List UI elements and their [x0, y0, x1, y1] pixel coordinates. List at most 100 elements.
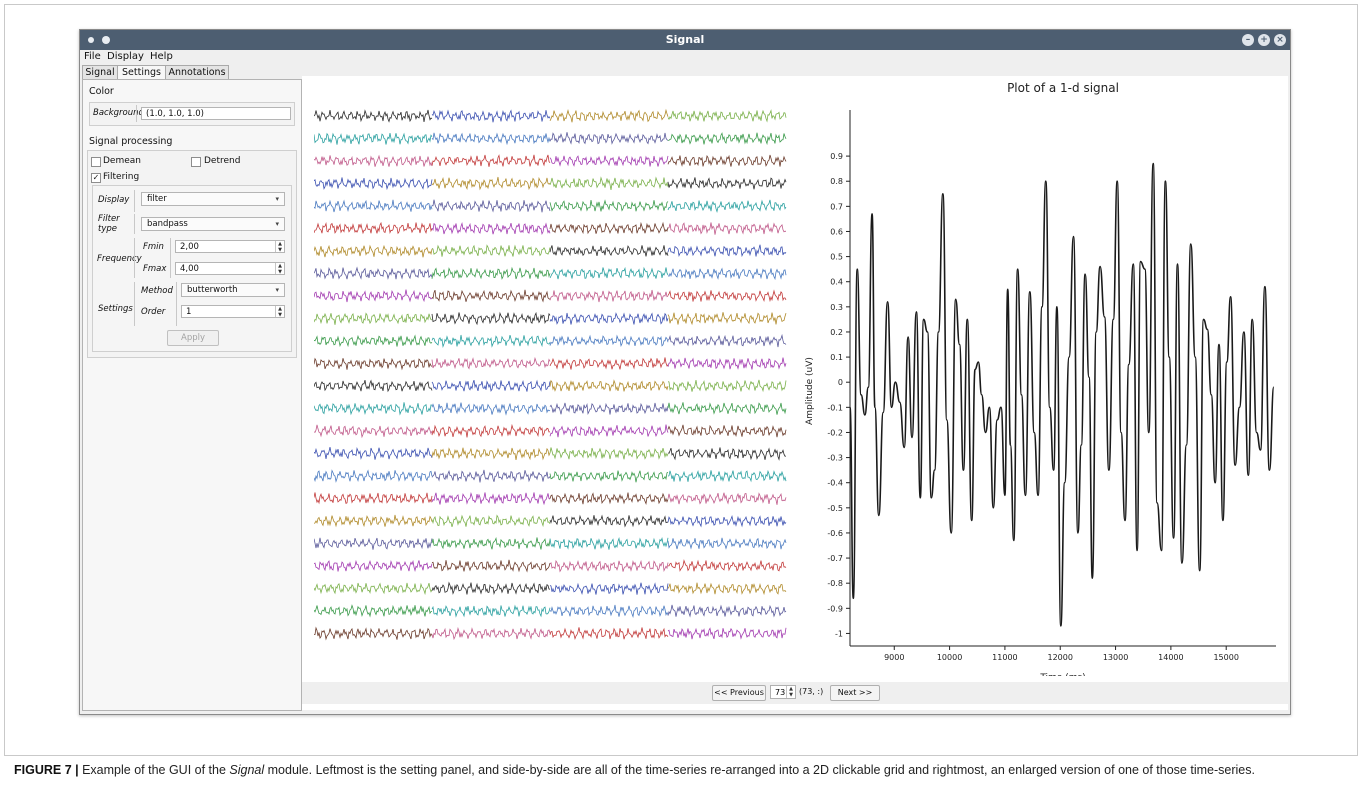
grid-cell-series[interactable] — [667, 492, 787, 505]
grid-cell-series[interactable] — [549, 199, 669, 212]
grid-cell-series[interactable] — [431, 559, 551, 573]
grid-cell-series[interactable] — [667, 333, 787, 348]
grid-cell-series[interactable] — [314, 312, 433, 325]
method-select[interactable]: butterworth ▾ — [181, 283, 285, 297]
grid-cell-series[interactable] — [314, 626, 433, 641]
grid-cell-series[interactable] — [549, 312, 669, 325]
maximize-icon[interactable]: + — [1258, 34, 1270, 46]
next-button[interactable]: Next >> — [830, 685, 880, 701]
grid-cell-series[interactable] — [431, 626, 551, 641]
grid-cell-series[interactable] — [431, 266, 551, 280]
grid-cell-series[interactable] — [549, 514, 669, 528]
grid-cell-series[interactable] — [314, 446, 433, 460]
grid-cell-series[interactable] — [549, 492, 669, 506]
grid-cell-series[interactable] — [314, 334, 433, 348]
grid-cell-series[interactable] — [667, 379, 787, 393]
grid-cell-series[interactable] — [431, 289, 551, 303]
grid-cell-series[interactable] — [431, 447, 551, 461]
filtering-checkbox[interactable]: ✓ — [91, 173, 101, 183]
grid-cell-series[interactable] — [314, 537, 433, 550]
grid-cell-series[interactable] — [667, 244, 787, 258]
order-input[interactable]: 1 ▲ ▼ — [181, 305, 285, 318]
grid-cell-series[interactable] — [314, 266, 433, 280]
window-menu-dot-icon[interactable] — [88, 37, 94, 43]
spin-arrows-icon[interactable]: ▲ ▼ — [275, 263, 284, 275]
fmin-input[interactable]: 2,00 ▲ ▼ — [175, 240, 285, 253]
detrend-checkbox[interactable] — [191, 157, 201, 167]
grid-cell-series[interactable] — [549, 357, 669, 370]
menu-file[interactable]: File — [84, 51, 101, 62]
grid-cell-series[interactable] — [431, 536, 551, 550]
grid-cell-series[interactable] — [549, 289, 669, 303]
fmax-input[interactable]: 4,00 ▲ ▼ — [175, 262, 285, 275]
grid-cell-series[interactable] — [549, 424, 669, 438]
window-pin-icon[interactable] — [102, 36, 110, 44]
grid-cell-series[interactable] — [431, 199, 551, 213]
grid-cell-series[interactable] — [431, 379, 551, 392]
grid-cell-series[interactable] — [314, 109, 433, 123]
grid-cell-series[interactable] — [667, 132, 787, 146]
menu-display[interactable]: Display — [107, 51, 144, 62]
minimize-icon[interactable]: – — [1242, 34, 1254, 46]
grid-cell-series[interactable] — [431, 356, 551, 370]
grid-cell-series[interactable] — [549, 582, 669, 595]
grid-cell-series[interactable] — [314, 244, 433, 258]
tab-annotations[interactable]: Annotations — [165, 65, 229, 79]
grid-cell-series[interactable] — [431, 244, 551, 257]
grid-cell-series[interactable] — [549, 470, 669, 483]
grid-cell-series[interactable] — [314, 289, 433, 303]
grid-cell-series[interactable] — [549, 221, 669, 235]
grid-cell-series[interactable] — [314, 357, 433, 371]
grid-cell-series[interactable] — [667, 154, 787, 167]
grid-cell-series[interactable] — [314, 604, 433, 618]
grid-cell-series[interactable] — [431, 581, 551, 596]
grid-cell-series[interactable] — [314, 582, 433, 596]
grid-cell-series[interactable] — [431, 469, 551, 483]
grid-cell-series[interactable] — [667, 424, 787, 438]
grid-cell-series[interactable] — [667, 222, 787, 235]
display-select[interactable]: filter ▾ — [141, 192, 285, 206]
grid-cell-series[interactable] — [667, 447, 787, 461]
grid-cell-series[interactable] — [549, 132, 669, 145]
grid-cell-series[interactable] — [314, 514, 433, 528]
grid-cell-series[interactable] — [431, 604, 551, 618]
grid-cell-series[interactable] — [314, 154, 433, 167]
grid-cell-series[interactable] — [549, 334, 669, 348]
grid-cell-series[interactable] — [314, 199, 433, 213]
grid-cell-series[interactable] — [549, 627, 669, 640]
tab-signal[interactable]: Signal — [82, 65, 118, 79]
grid-cell-series[interactable] — [667, 582, 787, 596]
grid-cell-series[interactable] — [431, 514, 551, 528]
grid-cell-series[interactable] — [667, 177, 787, 190]
grid-cell-series[interactable] — [431, 176, 551, 191]
grid-cell-series[interactable] — [431, 402, 551, 416]
filter-type-select[interactable]: bandpass ▾ — [141, 217, 285, 231]
spin-arrows-icon[interactable]: ▲ ▼ — [786, 686, 795, 698]
grid-cell-series[interactable] — [314, 469, 433, 483]
spin-arrows-icon[interactable]: ▲ ▼ — [275, 241, 284, 253]
grid-cell-series[interactable] — [667, 537, 787, 550]
grid-cell-series[interactable] — [549, 266, 669, 280]
grid-cell-series[interactable] — [431, 334, 551, 348]
tab-settings[interactable]: Settings — [117, 65, 166, 80]
grid-cell-series[interactable] — [667, 109, 787, 123]
grid-cell-series[interactable] — [667, 199, 787, 213]
grid-cell-series[interactable] — [549, 176, 669, 190]
grid-cell-series[interactable] — [431, 132, 551, 146]
close-icon[interactable]: × — [1274, 34, 1286, 46]
grid-cell-series[interactable] — [314, 379, 433, 393]
grid-cell-series[interactable] — [667, 469, 787, 483]
grid-cell-series[interactable] — [314, 492, 433, 505]
grid-cell-series[interactable] — [667, 402, 787, 415]
grid-cell-series[interactable] — [549, 447, 669, 460]
menu-help[interactable]: Help — [150, 51, 173, 62]
index-stepper[interactable]: 73 ▲ ▼ — [770, 685, 796, 699]
grid-cell-series[interactable] — [549, 155, 669, 167]
grid-cell-series[interactable] — [431, 492, 551, 506]
grid-cell-series[interactable] — [431, 109, 551, 123]
grid-cell-series[interactable] — [667, 357, 787, 370]
demean-checkbox[interactable] — [91, 157, 101, 167]
grid-cell-series[interactable] — [314, 177, 433, 191]
spin-arrows-icon[interactable]: ▲ ▼ — [275, 306, 284, 318]
grid-cell-series[interactable] — [549, 536, 669, 550]
